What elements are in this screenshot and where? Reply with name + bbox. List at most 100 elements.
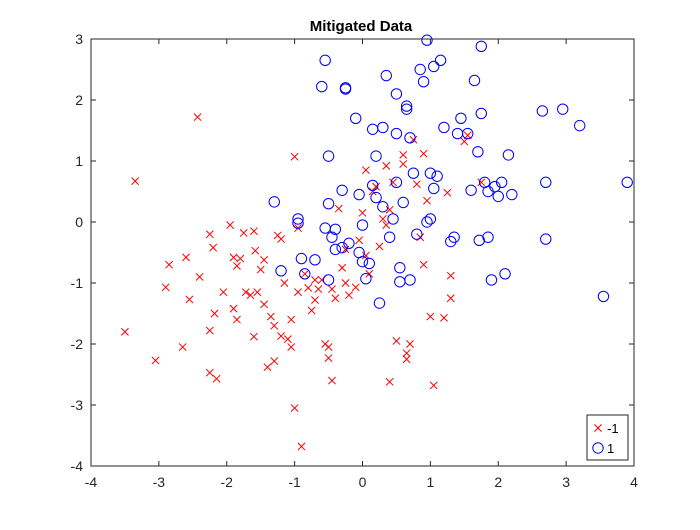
circle-marker-2-27 [363, 257, 375, 270]
chart-title: Mitigated Data [310, 18, 413, 35]
circle-marker-2-86 [574, 119, 586, 132]
cross-marker-1-44 [290, 152, 299, 161]
cross-marker-1-94 [426, 312, 435, 321]
cross-marker-1-57 [324, 343, 333, 352]
cross-marker-1-40-stroke-b [280, 279, 289, 287]
x-tick-label-6: 2 [494, 474, 502, 490]
circle-marker-2-17 [336, 241, 348, 254]
x-tick-label-1: -3 [153, 474, 166, 490]
cross-marker-1-30 [256, 265, 265, 274]
cross-marker-1-70 [361, 166, 370, 175]
circle-marker-2-73 [482, 231, 494, 243]
cross-marker-1-89-stroke-b [412, 180, 421, 189]
cross-marker-1-41 [283, 335, 292, 344]
circle-marker-2-20 [343, 237, 355, 250]
circle-marker-2-56 [428, 60, 440, 73]
cross-marker-1-81 [389, 178, 397, 187]
cross-marker-1-34-stroke-b [266, 312, 275, 321]
circle-marker-2-60 [438, 121, 450, 134]
circle-marker-2-43 [397, 196, 409, 209]
cross-marker-1-15-stroke-b [212, 374, 221, 383]
circle-marker-2-41 [394, 262, 406, 274]
circle-marker-2-65 [462, 127, 474, 140]
cross-marker-1-62-stroke-b [334, 204, 343, 213]
cross-marker-1-68 [355, 236, 364, 245]
cross-marker-1-18-stroke-b [229, 253, 238, 262]
cross-marker-1-8-stroke-b [193, 113, 202, 122]
cross-marker-1-16-stroke-b [219, 288, 228, 297]
cross-marker-1-51 [307, 306, 316, 315]
circle-marker-2-39 [390, 176, 403, 189]
x-tick-label-8: 4 [630, 474, 638, 490]
cross-marker-1-65 [341, 279, 350, 287]
circle-marker-2-38 [390, 88, 403, 100]
circle-marker-2-44 [400, 100, 413, 112]
cross-marker-1-64 [341, 245, 350, 254]
circle-marker-2-80 [502, 149, 515, 161]
circle-marker-2-10 [322, 274, 335, 286]
cross-marker-1-11 [205, 326, 214, 335]
cross-marker-1-39-stroke-b [277, 332, 286, 341]
legend-entry-2: 1 [592, 441, 614, 456]
cross-marker-1-27 [249, 332, 258, 341]
cross-marker-1-24-stroke-b [241, 288, 250, 297]
cross-marker-1-72 [365, 269, 374, 278]
cross-marker-1-75-stroke-b [375, 242, 384, 251]
cross-marker-1-50-stroke-b [304, 283, 313, 292]
circle-marker-2-16 [336, 184, 348, 196]
circle-marker-2-84 [540, 233, 552, 245]
cross-marker-1-67-stroke-b [351, 283, 360, 292]
cross-marker-1-58 [324, 354, 333, 362]
cross-marker-1-6 [182, 253, 190, 262]
circle-marker-2-26 [360, 273, 372, 285]
circle-marker-2-66 [465, 184, 477, 196]
cross-marker-1-29 [253, 288, 262, 297]
cross-marker-1-97-stroke-b [443, 188, 452, 197]
cross-marker-1-36 [270, 357, 279, 366]
cross-marker-1-52-stroke-b [311, 275, 319, 284]
cross-marker-1-80-stroke-b [385, 377, 394, 386]
cross-marker-1-24 [241, 288, 250, 297]
cross-marker-1-31-stroke-b [260, 255, 269, 264]
cross-marker-1-43 [287, 343, 296, 352]
cross-marker-1-93-stroke-b [423, 196, 431, 205]
circle-marker-2-55 [424, 167, 437, 179]
circle-marker-2-50 [414, 63, 426, 76]
circle-marker-2-61 [445, 235, 457, 248]
circle-marker-2-52 [421, 34, 433, 46]
cross-marker-1-0 [120, 327, 129, 336]
cross-marker-1-3 [161, 283, 170, 292]
cross-marker-1-33-stroke-b [263, 363, 272, 372]
circle-marker-2-5 [299, 268, 311, 280]
cross-marker-1-14 [210, 309, 219, 318]
cross-marker-1-19-stroke-b [229, 304, 238, 313]
cross-marker-1-88-stroke-b [409, 135, 418, 144]
y-tick-label-1: -3 [71, 397, 84, 413]
x-tick-label-7: 3 [562, 474, 570, 490]
circle-marker-2-79 [499, 268, 511, 280]
cross-marker-1-68-stroke-b [355, 236, 364, 245]
circle-marker-2-22 [353, 188, 365, 201]
cross-marker-1-9-stroke-b [195, 272, 204, 281]
cross-marker-1-2-stroke-b [151, 356, 160, 365]
cross-marker-1-79 [385, 205, 394, 214]
circle-marker-2-21 [350, 112, 362, 125]
cross-marker-1-2 [151, 356, 160, 365]
cross-marker-1-28-stroke-b [251, 246, 260, 255]
circle-marker-2-53 [421, 216, 433, 228]
cross-marker-1-74-stroke-b [372, 182, 381, 191]
cross-marker-1-19 [229, 304, 238, 313]
circle-marker-2-12 [322, 150, 335, 162]
cross-marker-1-3-stroke-b [161, 283, 170, 292]
cross-marker-1-60-stroke-b [328, 376, 336, 385]
circle-marker-2-85 [557, 103, 569, 115]
cross-marker-1-98 [446, 271, 455, 280]
cross-marker-1-102-stroke-b [477, 178, 486, 187]
cross-marker-1-53 [311, 296, 319, 305]
cross-marker-1-4 [165, 260, 174, 269]
cross-marker-1-17 [226, 221, 235, 230]
cross-marker-1-93 [423, 196, 431, 205]
cross-marker-1-49-stroke-b [300, 269, 309, 278]
cross-marker-1-26-stroke-b [249, 227, 258, 236]
